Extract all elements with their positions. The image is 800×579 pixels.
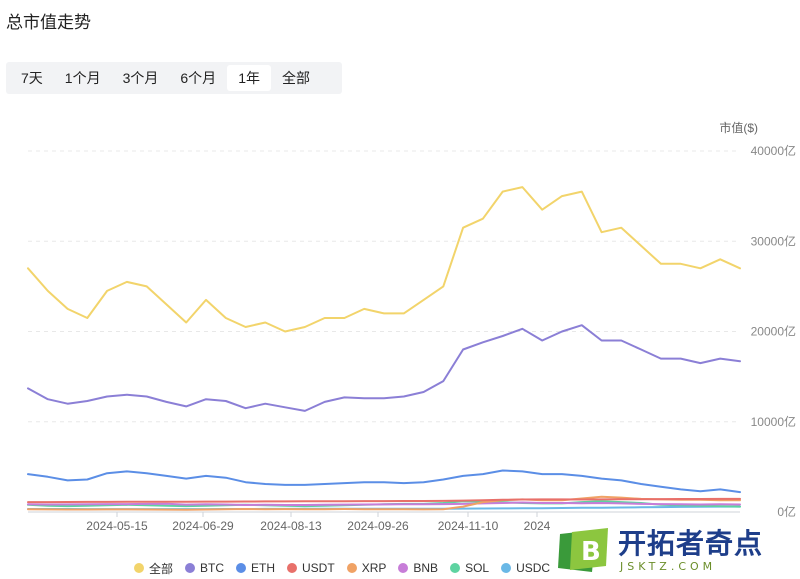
legend-item-1[interactable]: BTC <box>185 561 224 575</box>
legend-label: 全部 <box>149 561 174 576</box>
grid-lines <box>28 150 740 513</box>
x-tick-label: 2024-06-29 <box>172 519 234 533</box>
tab-1y[interactable]: 1年 <box>227 65 271 91</box>
series-line-0 <box>27 186 741 333</box>
y-tick-label: 20000亿 <box>751 324 796 339</box>
legend-label: BNB <box>413 561 439 575</box>
legend-label: SOL <box>465 561 490 575</box>
x-tick-label: 2024-09-26 <box>347 519 409 533</box>
legend-item-0[interactable]: 全部 <box>134 560 173 577</box>
legend-item-3[interactable]: USDT <box>287 561 335 575</box>
y-tick-label: 40000亿 <box>751 143 796 158</box>
watermark-domain: JSKTZ.COM <box>620 560 717 573</box>
x-tick-label: 2024 <box>524 519 551 533</box>
market-cap-chart: 0亿 10000亿 20000亿 30000亿 40000亿 市值($) 2024-05-1… <box>27 120 796 533</box>
time-range-tabs: 7天 1个月 3个月 6个月 1年 全部 <box>6 62 342 94</box>
legend-item-5[interactable]: BNB <box>398 561 438 575</box>
logo-letter: B <box>581 537 601 567</box>
series-line-3 <box>27 497 741 504</box>
axes: 0亿 10000亿 20000亿 30000亿 40000亿 市值($) 2024-05-1… <box>86 120 796 533</box>
y-axis-label: 市值($) <box>719 120 758 135</box>
legend-item-6[interactable]: SOL <box>450 561 489 575</box>
site-logo-icon: B <box>558 527 610 574</box>
legend-swatch <box>287 563 298 573</box>
legend-item-2[interactable]: ETH <box>236 561 275 575</box>
legend-label: ETH <box>251 561 276 575</box>
tab-1m[interactable]: 1个月 <box>64 70 101 86</box>
tab-all[interactable]: 全部 <box>281 70 310 86</box>
x-tick-label: 2024-08-13 <box>260 519 322 533</box>
legend-swatch <box>501 563 512 573</box>
series-line-4 <box>27 495 741 511</box>
x-tick-label: 2024-11-10 <box>438 519 499 533</box>
legend-swatch <box>346 563 357 573</box>
legend-label: BTC <box>200 561 225 575</box>
tab-6m[interactable]: 6个月 <box>180 70 217 86</box>
legend-swatch <box>185 563 196 573</box>
legend-item-7[interactable]: USDC <box>501 561 550 575</box>
legend-swatch <box>134 563 144 573</box>
chart-legend: 全部 BTC ETH USDT XRP BNB SOL USDC <box>134 560 562 576</box>
tab-7d[interactable]: 7天 <box>21 70 43 86</box>
y-tick-label: 10000亿 <box>751 414 796 429</box>
legend-swatch <box>236 563 247 573</box>
tab-3m[interactable]: 3个月 <box>122 70 159 86</box>
watermark-title: 开拓者奇点 <box>618 527 764 560</box>
site-watermark: B 开拓者奇点 JSKTZ.COM <box>558 523 798 578</box>
legend-label: USDT <box>302 561 335 575</box>
page-title: 总市值走势 <box>6 13 91 32</box>
y-tick-label: 30000亿 <box>751 233 796 248</box>
legend-item-4[interactable]: XRP <box>346 561 387 575</box>
series-lines <box>27 186 741 511</box>
legend-label: XRP <box>361 561 387 575</box>
x-tick-label: 2024-05-15 <box>86 519 148 533</box>
legend-swatch <box>450 563 461 573</box>
legend-swatch <box>398 563 409 573</box>
series-line-2 <box>27 469 741 494</box>
legend-label: USDC <box>516 561 551 575</box>
y-tick-label: 0亿 <box>777 504 796 519</box>
series-line-1 <box>27 324 741 412</box>
series-line-5 <box>27 501 741 506</box>
